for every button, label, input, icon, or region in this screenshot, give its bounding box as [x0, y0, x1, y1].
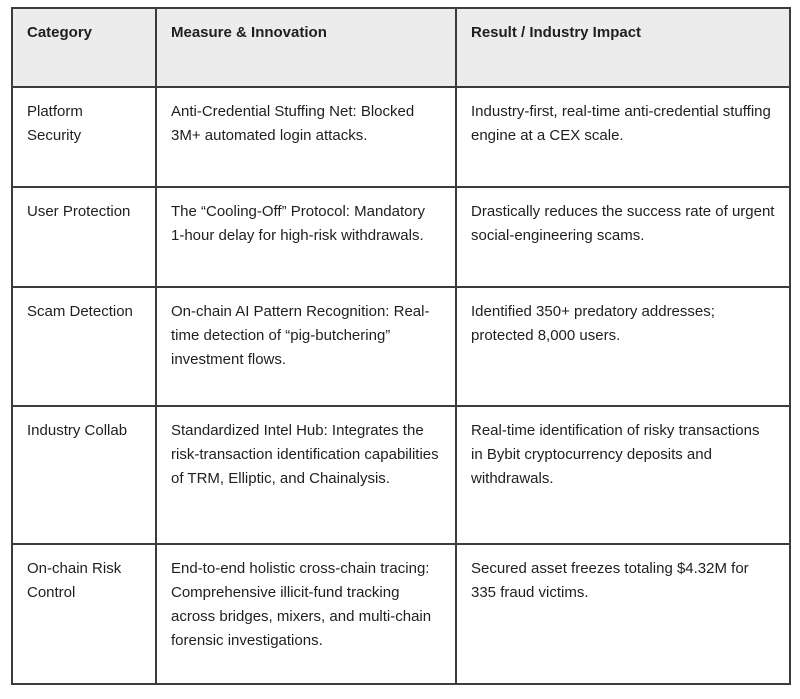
- cell-result: Industry-first, real-time anti-credentia…: [455, 86, 791, 188]
- cell-measure: The “Cooling-Off” Protocol: Mandatory 1-…: [155, 186, 457, 288]
- cell-category: Industry Collab: [11, 405, 157, 545]
- cell-measure: On-chain AI Pattern Recognition: Real-ti…: [155, 286, 457, 407]
- cell-category: Scam Detection: [11, 286, 157, 407]
- cell-result: Identified 350+ predatory addresses; pro…: [455, 286, 791, 407]
- table-row: Industry Collab Standardized Intel Hub: …: [11, 405, 791, 545]
- column-header-measure: Measure & Innovation: [155, 7, 457, 88]
- table-row: Scam Detection On-chain AI Pattern Recog…: [11, 286, 791, 407]
- cell-category: User Protection: [11, 186, 157, 288]
- cell-result: Real-time identification of risky transa…: [455, 405, 791, 545]
- table-row: Platform Security Anti-Credential Stuffi…: [11, 86, 791, 188]
- cell-category: Platform Security: [11, 86, 157, 188]
- cell-measure: Anti-Credential Stuffing Net: Blocked 3M…: [155, 86, 457, 188]
- table-row: User Protection The “Cooling-Off” Protoc…: [11, 186, 791, 288]
- cell-measure: Standardized Intel Hub: Integrates the r…: [155, 405, 457, 545]
- cell-result: Drastically reduces the success rate of …: [455, 186, 791, 288]
- table-row: On-chain Risk Control End-to-end holisti…: [11, 543, 791, 685]
- security-measures-table-container: Category Measure & Innovation Result / I…: [11, 7, 791, 685]
- cell-result: Secured asset freezes totaling $4.32M fo…: [455, 543, 791, 685]
- column-header-result: Result / Industry Impact: [455, 7, 791, 88]
- cell-measure: End-to-end holistic cross-chain tracing:…: [155, 543, 457, 685]
- cell-category: On-chain Risk Control: [11, 543, 157, 685]
- header-row: Category Measure & Innovation Result / I…: [11, 7, 791, 88]
- column-header-category: Category: [11, 7, 157, 88]
- security-measures-table: Category Measure & Innovation Result / I…: [11, 7, 791, 685]
